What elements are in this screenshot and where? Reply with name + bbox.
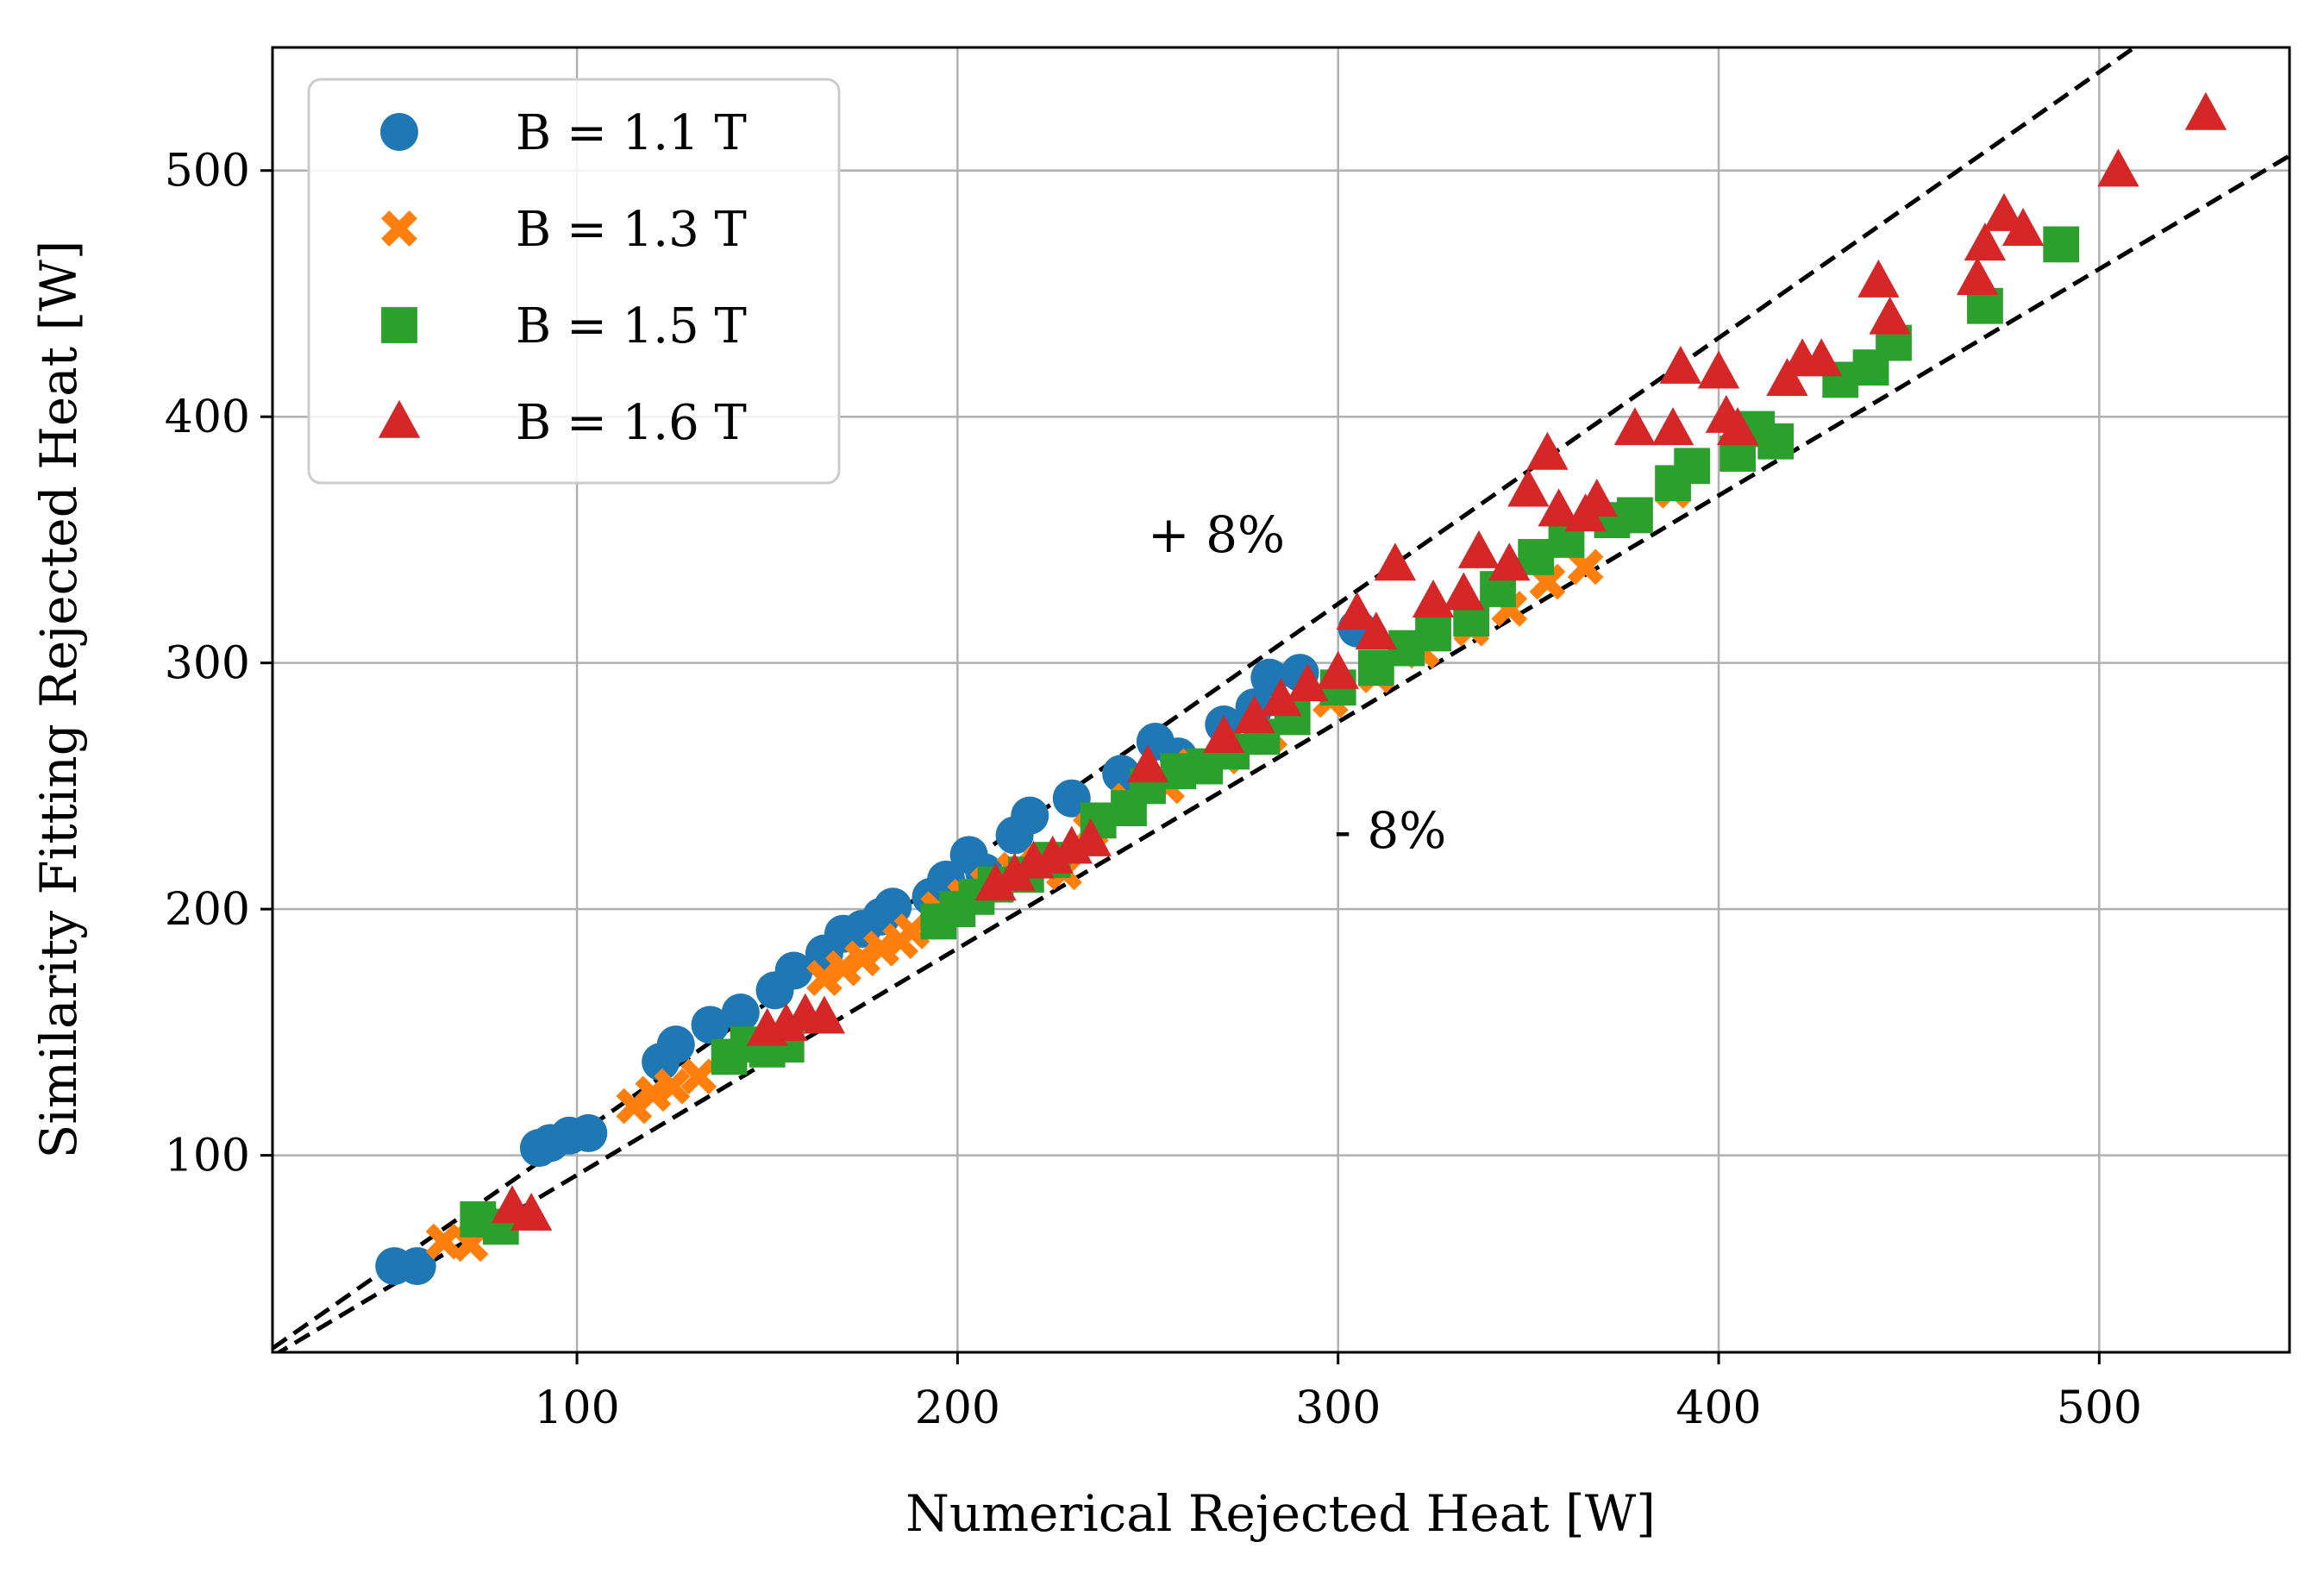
data-point [806, 960, 843, 996]
data-point [974, 862, 1017, 901]
data-point [1260, 678, 1302, 717]
data-point [1357, 649, 1394, 686]
data-point [825, 950, 861, 987]
x-tick-label: 400 [1676, 1382, 1761, 1434]
data-point [2043, 226, 2080, 263]
plot-frame [271, 46, 2291, 1354]
data-point [1457, 530, 1500, 568]
x-tick-label: 200 [915, 1382, 1000, 1434]
data-point [1126, 744, 1169, 783]
data-point [1983, 192, 2026, 231]
data-point [1526, 431, 1569, 470]
data-point [721, 994, 760, 1032]
legend: B = 1.1 T B = 1.3 T B = 1.5 T B = 1.6 T [307, 78, 841, 485]
data-point [569, 1113, 608, 1152]
data-point [844, 940, 880, 977]
y-tick-label: 300 [165, 638, 250, 690]
legend-marker [381, 210, 417, 247]
reference-line [274, 154, 2290, 1352]
data-point [1567, 549, 1604, 586]
data-point [1617, 497, 1653, 534]
x-tick-label: 300 [1295, 1382, 1381, 1434]
data-point [1336, 592, 1378, 630]
data-point [1697, 350, 1740, 389]
data-point [774, 951, 813, 990]
data-point [1869, 296, 1911, 335]
legend-label: B = 1.3 T [516, 202, 747, 258]
y-tick-label: 500 [165, 146, 250, 197]
x-axis-label: Numerical Rejected Heat [W] [905, 1484, 1656, 1543]
data-point [1964, 223, 2007, 261]
data-point [398, 1247, 436, 1286]
reference-lines [272, 47, 2290, 1352]
data-point [1757, 423, 1795, 460]
legend-label: B = 1.5 T [516, 298, 747, 354]
data-point [1857, 259, 1900, 298]
data-point [1651, 407, 1694, 446]
data-point [1031, 835, 1074, 874]
data-point [691, 1006, 730, 1044]
legend-marker [380, 113, 418, 151]
data-point [510, 1192, 553, 1231]
data-point [1443, 572, 1485, 611]
data-point [1674, 448, 1711, 485]
data-point [1538, 488, 1580, 527]
data-point [1412, 580, 1455, 618]
data-point [1011, 796, 1049, 835]
data-point [2097, 148, 2139, 187]
reference-line-label: - 8% [1334, 801, 1446, 860]
data-point [1355, 611, 1398, 650]
data-point [1317, 650, 1359, 689]
legend-marker [381, 307, 417, 343]
legend-label: B = 1.1 T [516, 105, 747, 161]
data-point [1233, 695, 1275, 734]
data-point [1415, 615, 1451, 652]
y-tick-label: 200 [165, 884, 250, 936]
data-point [803, 995, 846, 1034]
data-point [1507, 468, 1550, 507]
data-point [1800, 338, 1843, 377]
data-point [1956, 257, 1999, 296]
data-point [1613, 407, 1657, 446]
data-point [425, 1223, 462, 1260]
data-point [2184, 91, 2227, 130]
data-point [2001, 207, 2045, 246]
data-point [1069, 818, 1112, 856]
series-group [491, 91, 2227, 1231]
reference-line [272, 47, 2139, 1351]
y-tick-label: 400 [165, 392, 250, 443]
data-point [656, 1025, 695, 1064]
data-point [1716, 407, 1759, 446]
data-point [680, 1058, 717, 1095]
axis-ticks: 100 200 300 400 500 100 200 300 400 500 [165, 146, 2142, 1434]
data-point [1518, 539, 1555, 575]
x-tick-label: 100 [534, 1382, 619, 1434]
y-axis-label: Similarity Fitting Rejected Heat [W] [29, 241, 88, 1159]
legend-label: B = 1.6 T [516, 395, 747, 451]
data-points [375, 91, 2227, 1286]
y-tick-label: 100 [165, 1131, 250, 1182]
data-point [993, 852, 1036, 891]
data-point [1203, 715, 1245, 754]
data-point [765, 1003, 807, 1042]
x-tick-label: 500 [2057, 1382, 2142, 1434]
data-point [654, 1068, 691, 1105]
annotations: + 8% - 8% [1148, 505, 1446, 860]
reference-line-label: + 8% [1148, 505, 1285, 564]
legend-marker [378, 399, 421, 438]
data-point [1575, 478, 1618, 517]
data-point [1659, 345, 1702, 384]
data-point [1766, 358, 1808, 397]
data-point [1374, 542, 1417, 581]
data-point [1287, 663, 1329, 702]
legend-box [307, 78, 841, 485]
data-point [1488, 542, 1531, 581]
